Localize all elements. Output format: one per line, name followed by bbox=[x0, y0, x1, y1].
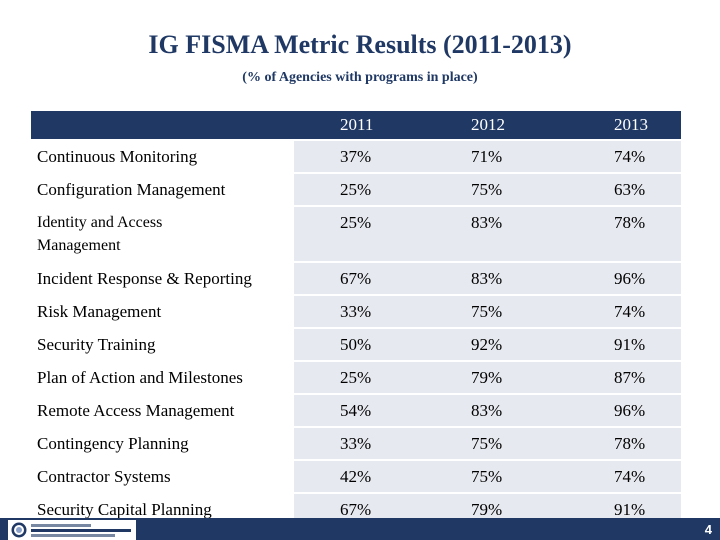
table-row: Security Training 50% 92% 91% bbox=[31, 329, 681, 360]
table-row: Incident Response & Reporting 67% 83% 96… bbox=[31, 263, 681, 294]
table-row: Remote Access Management 54% 83% 96% bbox=[31, 395, 681, 426]
value-2013: 63% bbox=[568, 174, 681, 205]
header-year-2013: 2013 bbox=[568, 111, 681, 139]
value-2013: 74% bbox=[568, 461, 681, 492]
slide-title: IG FISMA Metric Results (2011-2013) bbox=[148, 30, 572, 59]
value-2011: 37% bbox=[294, 141, 425, 172]
value-2012: 92% bbox=[425, 329, 568, 360]
header-year-2011: 2011 bbox=[294, 111, 425, 139]
page-number: 4 bbox=[704, 522, 712, 537]
value-2011: 33% bbox=[294, 428, 425, 459]
value-2013: 78% bbox=[568, 207, 681, 261]
inspectors-general-seal-icon bbox=[11, 522, 27, 538]
metric-label: Continuous Monitoring bbox=[31, 141, 294, 172]
value-2011: 50% bbox=[294, 329, 425, 360]
value-2013: 78% bbox=[568, 428, 681, 459]
value-2011: 42% bbox=[294, 461, 425, 492]
value-2011: 25% bbox=[294, 174, 425, 205]
table-row: Configuration Management 25% 75% 63% bbox=[31, 174, 681, 205]
footer-bar bbox=[0, 518, 720, 540]
value-2013: 96% bbox=[568, 263, 681, 294]
metric-label: Identity and Access Management bbox=[31, 207, 294, 261]
value-2013: 74% bbox=[568, 296, 681, 327]
value-2013: 91% bbox=[568, 329, 681, 360]
value-2012: 75% bbox=[425, 174, 568, 205]
value-2011: 67% bbox=[294, 263, 425, 294]
table-row: Contractor Systems 42% 75% 74% bbox=[31, 461, 681, 492]
metric-label: Contingency Planning bbox=[31, 428, 294, 459]
value-2012: 75% bbox=[425, 296, 568, 327]
logo-wordmark bbox=[31, 523, 131, 537]
value-2012: 75% bbox=[425, 461, 568, 492]
inspectors-general-logo bbox=[8, 520, 136, 540]
fisma-metrics-table: 2011 2012 2013 Continuous Monitoring 37%… bbox=[31, 109, 681, 527]
metric-label: Remote Access Management bbox=[31, 395, 294, 426]
table-row: Contingency Planning 33% 75% 78% bbox=[31, 428, 681, 459]
value-2012: 83% bbox=[425, 207, 568, 261]
metric-label: Risk Management bbox=[31, 296, 294, 327]
value-2013: 74% bbox=[568, 141, 681, 172]
table-header-row: 2011 2012 2013 bbox=[31, 111, 681, 139]
header-blank-cell bbox=[31, 111, 294, 139]
value-2011: 54% bbox=[294, 395, 425, 426]
metric-label: Incident Response & Reporting bbox=[31, 263, 294, 294]
value-2013: 87% bbox=[568, 362, 681, 393]
value-2011: 25% bbox=[294, 362, 425, 393]
table-row: Plan of Action and Milestones 25% 79% 87… bbox=[31, 362, 681, 393]
value-2011: 33% bbox=[294, 296, 425, 327]
header-year-2012: 2012 bbox=[425, 111, 568, 139]
value-2012: 83% bbox=[425, 395, 568, 426]
value-2012: 75% bbox=[425, 428, 568, 459]
value-2013: 96% bbox=[568, 395, 681, 426]
table-row: Identity and Access Management 25% 83% 7… bbox=[31, 207, 681, 261]
metric-label: Plan of Action and Milestones bbox=[31, 362, 294, 393]
table-row: Continuous Monitoring 37% 71% 74% bbox=[31, 141, 681, 172]
value-2012: 71% bbox=[425, 141, 568, 172]
slide-subtitle: (% of Agencies with programs in place) bbox=[242, 70, 478, 85]
table-row: Risk Management 33% 75% 74% bbox=[31, 296, 681, 327]
metric-label: Security Training bbox=[31, 329, 294, 360]
metric-label: Configuration Management bbox=[31, 174, 294, 205]
value-2012: 79% bbox=[425, 362, 568, 393]
metric-label: Contractor Systems bbox=[31, 461, 294, 492]
value-2012: 83% bbox=[425, 263, 568, 294]
value-2011: 25% bbox=[294, 207, 425, 261]
